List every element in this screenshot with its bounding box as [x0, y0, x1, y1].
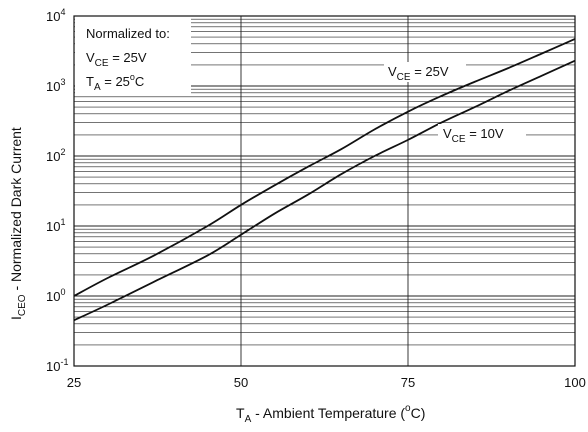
y-tick-label: 101	[46, 217, 65, 234]
x-tick-label: 25	[67, 375, 81, 390]
normalization-box: Normalized to: VCE = 25V TA = 25oC	[75, 17, 191, 95]
y-tick-label: 100	[46, 287, 65, 304]
x-tick-label: 100	[564, 375, 586, 390]
x-tick-labels: 25 50 75 100	[67, 375, 586, 390]
y-tick-label: 104	[46, 7, 65, 24]
series-vce-25v-label: VCE = 25V	[384, 62, 466, 83]
series-vce-10v-label: VCE = 10V	[438, 124, 526, 146]
x-axis-title: TA - Ambient Temperature (oC)	[236, 403, 425, 425]
y-tick-labels: 10-1 100 101 102 103 104	[46, 7, 68, 374]
x-tick-label: 75	[401, 375, 415, 390]
y-tick-label: 10-1	[46, 357, 68, 374]
series-vce-10v-line	[74, 61, 575, 321]
normalized-to-label: Normalized to:	[86, 26, 170, 41]
y-axis-title: ICEO - Normalized Dark Current	[8, 127, 28, 320]
y-tick-label: 102	[46, 147, 65, 164]
y-tick-label: 103	[46, 77, 65, 94]
x-tick-label: 50	[234, 375, 248, 390]
